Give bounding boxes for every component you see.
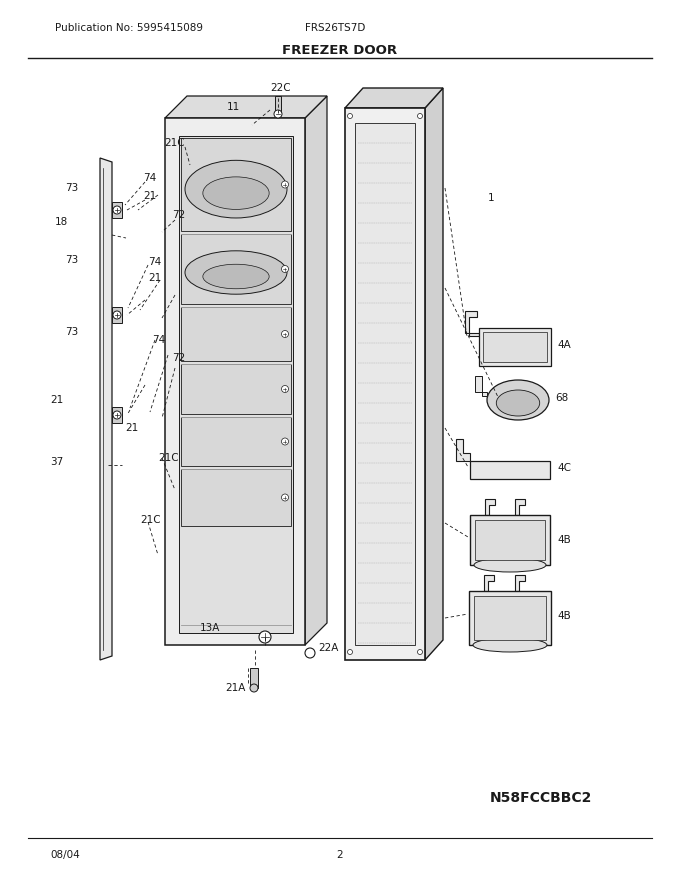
Polygon shape bbox=[179, 136, 293, 633]
Polygon shape bbox=[515, 575, 526, 591]
Circle shape bbox=[282, 438, 288, 445]
Circle shape bbox=[282, 331, 288, 338]
Polygon shape bbox=[470, 515, 550, 565]
Text: Publication No: 5995415089: Publication No: 5995415089 bbox=[55, 23, 203, 33]
Circle shape bbox=[418, 649, 422, 655]
Text: 73: 73 bbox=[65, 255, 78, 265]
Text: 1: 1 bbox=[488, 193, 494, 203]
Text: 21C: 21C bbox=[165, 138, 185, 148]
Circle shape bbox=[113, 206, 121, 214]
Text: 22A: 22A bbox=[318, 643, 339, 653]
Ellipse shape bbox=[487, 380, 549, 420]
Polygon shape bbox=[165, 118, 305, 645]
Text: 37: 37 bbox=[50, 457, 63, 467]
Polygon shape bbox=[479, 328, 551, 366]
Polygon shape bbox=[181, 307, 291, 361]
Text: 13A: 13A bbox=[200, 623, 220, 633]
Polygon shape bbox=[305, 96, 327, 645]
Polygon shape bbox=[484, 575, 494, 591]
Text: 74: 74 bbox=[152, 335, 165, 345]
FancyBboxPatch shape bbox=[250, 668, 258, 688]
Polygon shape bbox=[483, 332, 547, 362]
FancyBboxPatch shape bbox=[112, 202, 122, 218]
Text: 74: 74 bbox=[148, 257, 161, 267]
Polygon shape bbox=[485, 499, 495, 515]
Circle shape bbox=[347, 649, 352, 655]
Polygon shape bbox=[100, 158, 112, 660]
Text: 2: 2 bbox=[337, 850, 343, 860]
Text: FREEZER DOOR: FREEZER DOOR bbox=[282, 43, 398, 56]
Text: 73: 73 bbox=[65, 183, 78, 193]
Ellipse shape bbox=[473, 638, 547, 652]
Text: 4B: 4B bbox=[557, 611, 571, 621]
Polygon shape bbox=[475, 520, 545, 560]
Circle shape bbox=[282, 181, 288, 188]
Text: N58FCCBBC2: N58FCCBBC2 bbox=[490, 791, 592, 805]
Circle shape bbox=[259, 631, 271, 643]
Ellipse shape bbox=[474, 558, 546, 572]
Text: 21: 21 bbox=[148, 273, 161, 283]
Polygon shape bbox=[425, 88, 443, 660]
Text: 08/04: 08/04 bbox=[50, 850, 80, 860]
Ellipse shape bbox=[203, 177, 269, 209]
Circle shape bbox=[305, 648, 315, 658]
FancyBboxPatch shape bbox=[112, 407, 122, 423]
Polygon shape bbox=[165, 96, 327, 118]
Text: 4C: 4C bbox=[557, 463, 571, 473]
Circle shape bbox=[250, 684, 258, 692]
Text: 4B: 4B bbox=[557, 535, 571, 545]
Circle shape bbox=[282, 266, 288, 273]
Polygon shape bbox=[181, 234, 291, 304]
Polygon shape bbox=[181, 417, 291, 466]
Ellipse shape bbox=[185, 160, 287, 218]
Text: 21: 21 bbox=[143, 191, 156, 201]
Text: 11: 11 bbox=[226, 102, 240, 112]
Text: 4A: 4A bbox=[557, 340, 571, 350]
Text: 74: 74 bbox=[143, 173, 156, 183]
Circle shape bbox=[347, 114, 352, 119]
Text: 21C: 21C bbox=[140, 515, 160, 525]
Polygon shape bbox=[456, 439, 470, 461]
Polygon shape bbox=[469, 591, 551, 645]
Polygon shape bbox=[345, 88, 443, 108]
Text: 68: 68 bbox=[555, 393, 568, 403]
Circle shape bbox=[282, 494, 288, 501]
Polygon shape bbox=[355, 123, 415, 645]
Ellipse shape bbox=[203, 264, 269, 289]
Polygon shape bbox=[465, 311, 479, 336]
Text: 21: 21 bbox=[50, 395, 63, 405]
Ellipse shape bbox=[185, 251, 287, 294]
Polygon shape bbox=[181, 364, 291, 414]
Text: 21C: 21C bbox=[158, 453, 179, 463]
Text: 72: 72 bbox=[172, 353, 185, 363]
Polygon shape bbox=[181, 469, 291, 526]
Circle shape bbox=[274, 110, 282, 118]
Circle shape bbox=[282, 385, 288, 392]
Text: 73: 73 bbox=[65, 327, 78, 337]
Circle shape bbox=[113, 411, 121, 419]
Text: 72: 72 bbox=[172, 210, 185, 220]
Ellipse shape bbox=[496, 390, 540, 416]
Text: 21: 21 bbox=[125, 423, 138, 433]
Polygon shape bbox=[515, 499, 525, 515]
Polygon shape bbox=[475, 376, 487, 396]
FancyBboxPatch shape bbox=[275, 96, 281, 112]
Circle shape bbox=[113, 311, 121, 319]
Circle shape bbox=[418, 114, 422, 119]
FancyBboxPatch shape bbox=[112, 307, 122, 323]
Polygon shape bbox=[345, 108, 425, 660]
Polygon shape bbox=[181, 138, 291, 231]
Text: 21A: 21A bbox=[225, 683, 245, 693]
Polygon shape bbox=[474, 596, 546, 640]
Text: 22C: 22C bbox=[270, 83, 290, 93]
Text: FRS26TS7D: FRS26TS7D bbox=[305, 23, 365, 33]
Text: 18: 18 bbox=[55, 217, 68, 227]
Polygon shape bbox=[470, 461, 550, 479]
